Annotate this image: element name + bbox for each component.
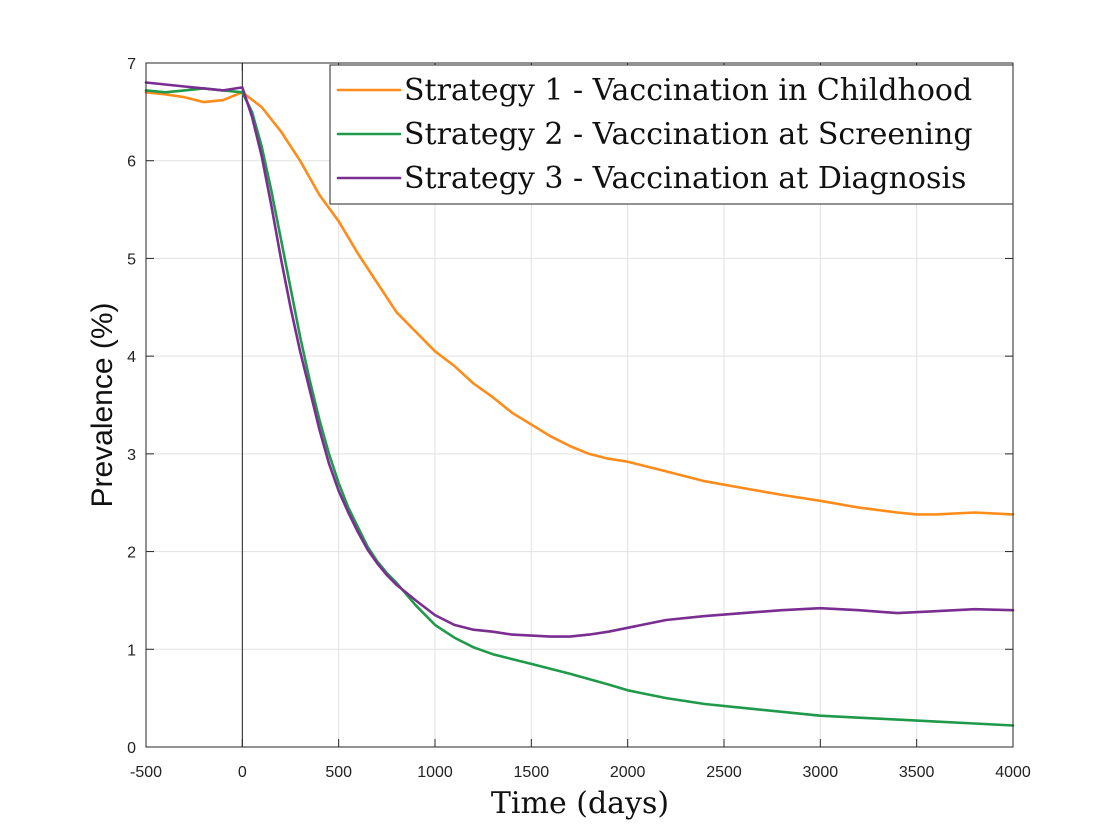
plot-frame [145,62,1014,748]
legend: Strategy 1 - Vaccination in Childhood St… [329,64,1014,205]
x-tick-label: 3000 [803,764,839,781]
y-tick-label: 5 [127,251,136,268]
legend-box [329,64,1014,205]
x-tick-labels: -500 0 500 1000 1500 2000 2500 3000 3500 4000 [130,764,1031,781]
y-tick-label: 2 [127,545,136,562]
series-lines [144,81,1015,727]
legend-label-strategy-2: Strategy 2 - Vaccination at Screening [404,117,973,152]
y-tick-label: 1 [127,642,136,659]
y-tick-label: 7 [127,56,136,73]
series-line-strategy-1 [144,91,1015,516]
x-tick-label: 3500 [899,764,935,781]
x-tick-label: 0 [238,764,247,781]
y-tick-labels: 0 1 2 3 4 5 6 7 [127,56,136,757]
x-tick-label: -500 [130,764,162,781]
x-axis-label: Time (days) [491,786,669,821]
legend-label-strategy-3: Strategy 3 - Vaccination at Diagnosis [404,161,966,196]
legend-label-strategy-1: Strategy 1 - Vaccination in Childhood [404,73,972,108]
y-tick-label: 6 [127,154,136,171]
x-tick-label: 2500 [706,764,742,781]
y-axis-label: Prevalence (%) [86,302,119,507]
x-tick-label: 500 [325,764,352,781]
y-tick-label: 0 [127,740,136,757]
x-tick-label: 4000 [995,764,1031,781]
series-line-strategy-3 [144,81,1015,638]
x-tick-label: 1500 [514,764,550,781]
y-tick-label: 4 [127,349,136,366]
y-tick-label: 3 [127,447,136,464]
x-tick-label: 1000 [417,764,453,781]
series-line-strategy-2 [144,87,1015,727]
x-tick-label: 2000 [610,764,646,781]
